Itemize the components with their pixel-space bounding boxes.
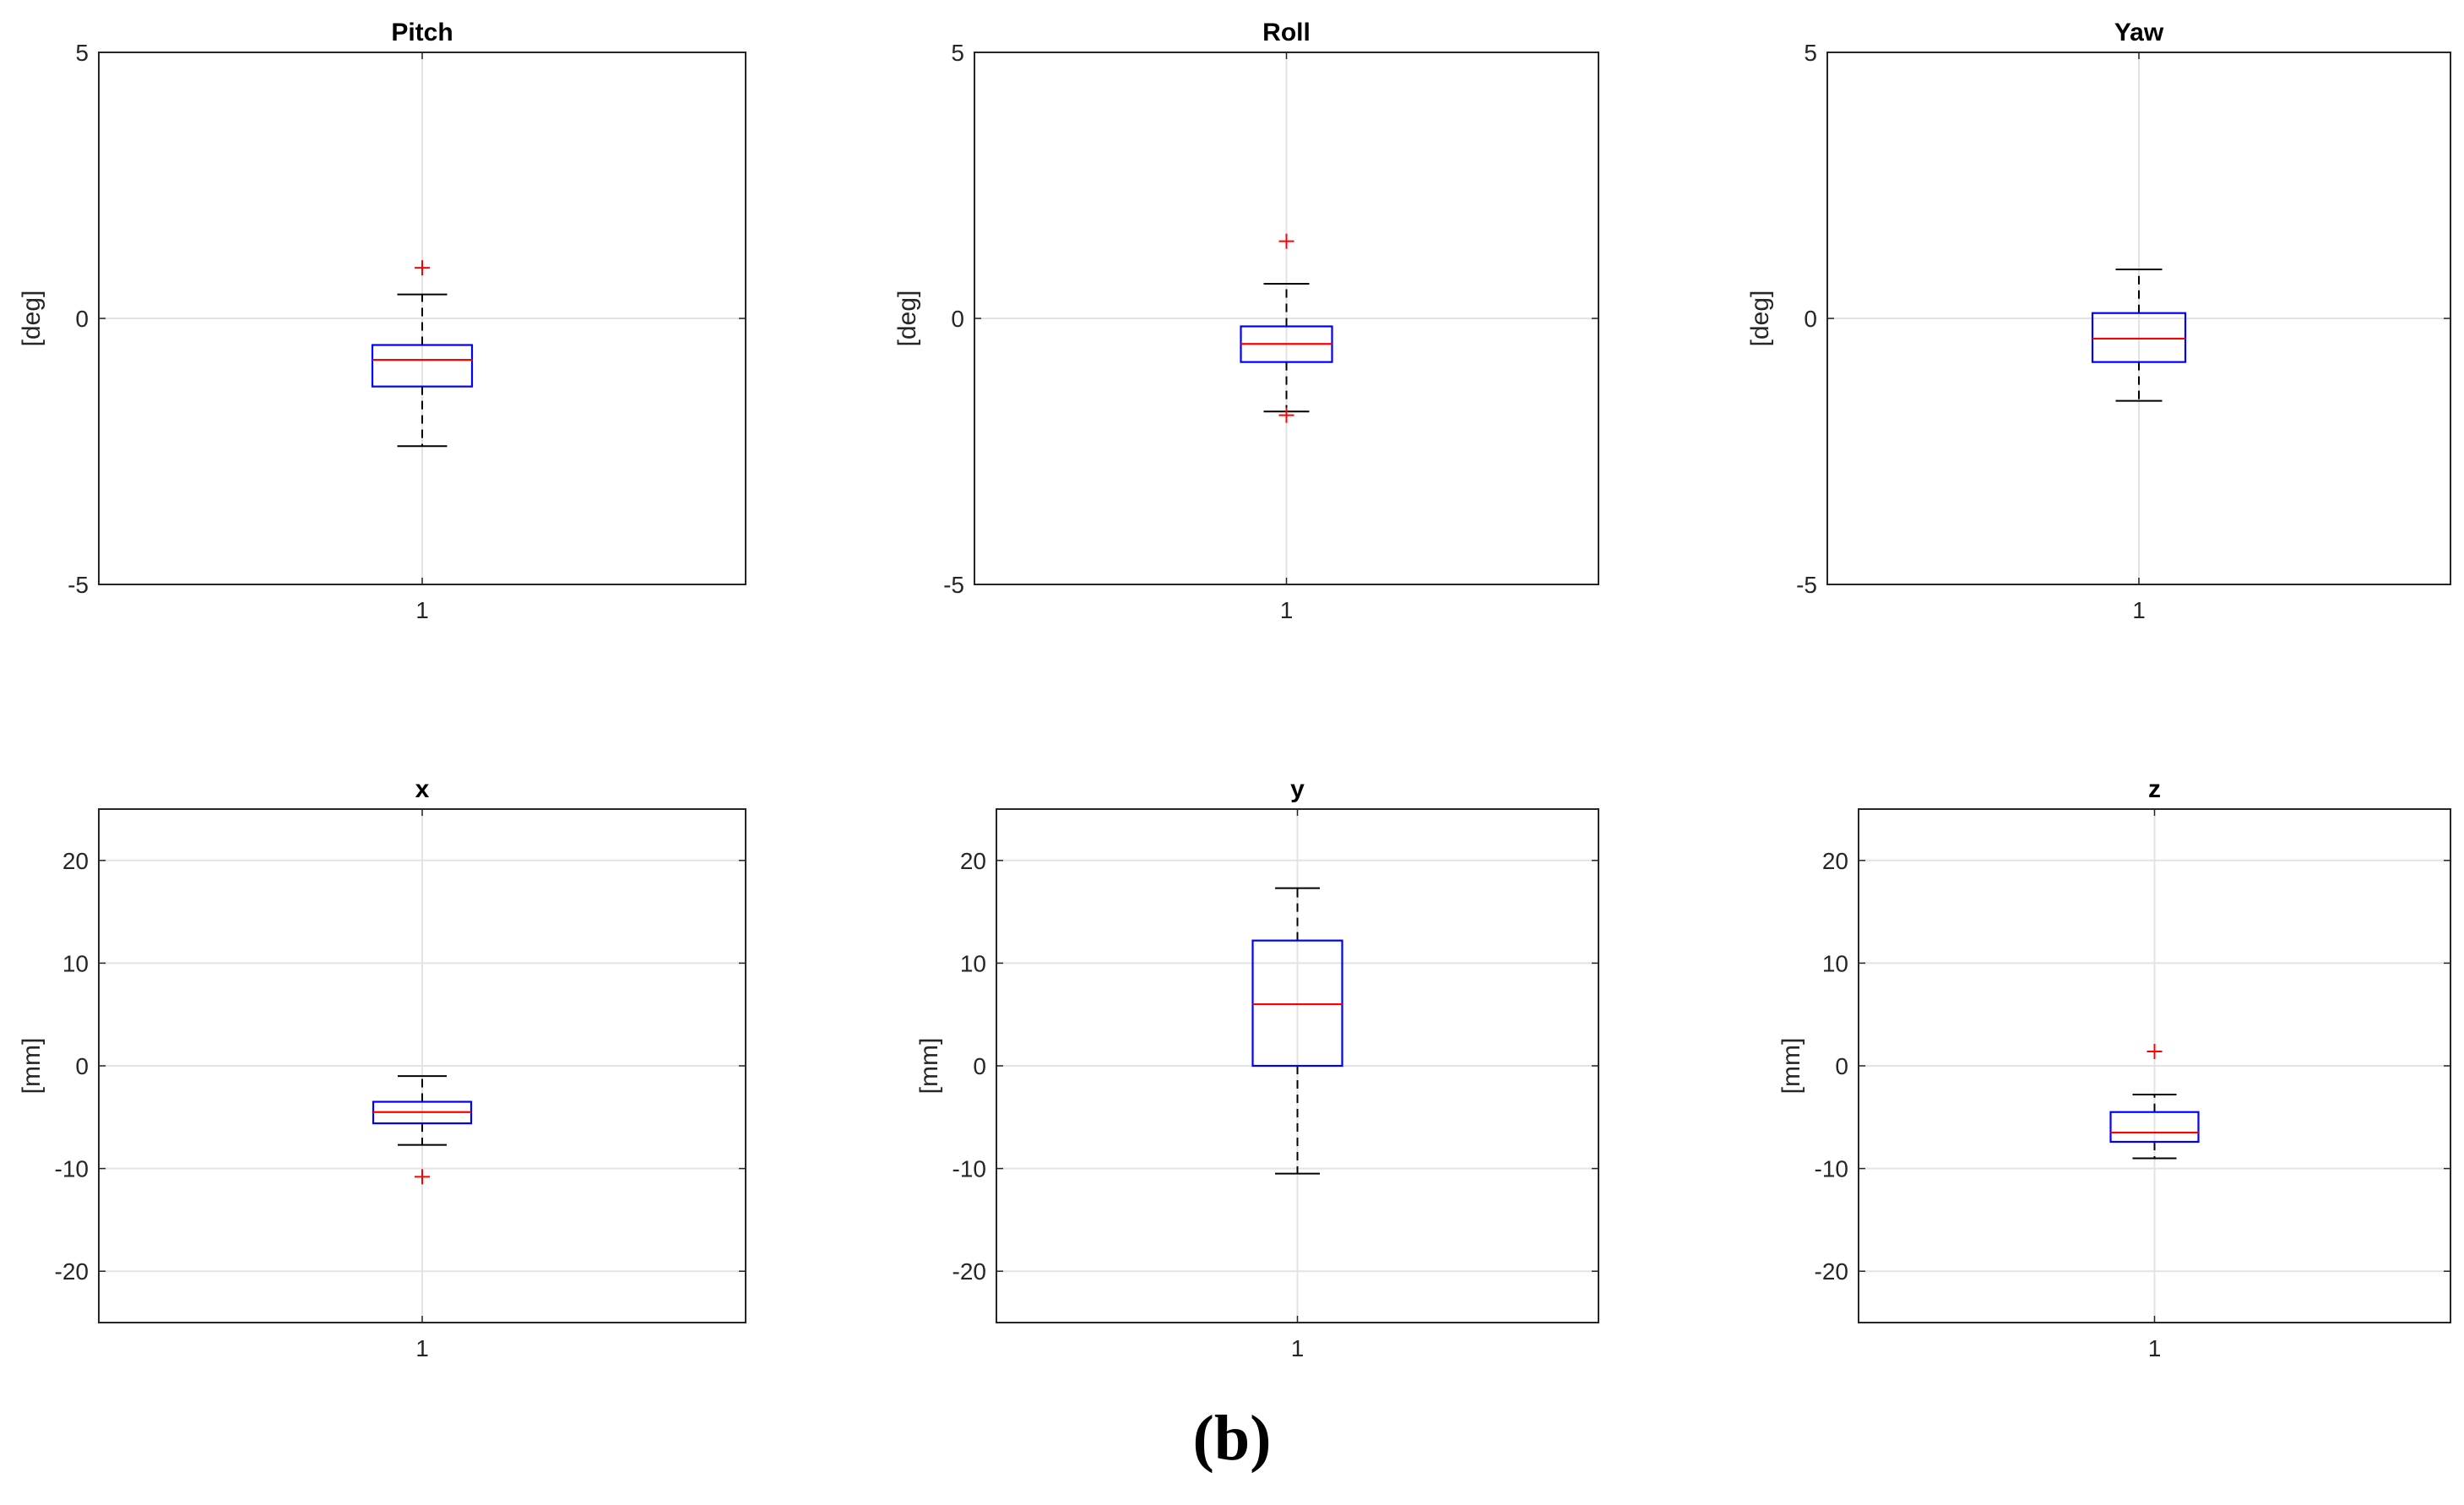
y-tick-label: 0	[75, 1053, 89, 1079]
x-tick-label: 1	[415, 1335, 429, 1361]
subplot-title: x	[415, 775, 430, 803]
y-axis-label: [mm]	[1777, 1038, 1805, 1095]
axes-border	[98, 52, 746, 585]
y-tick-label: -20	[1815, 1258, 1848, 1285]
subplot-title: y	[1290, 775, 1305, 803]
y-axis-label: [mm]	[18, 1038, 46, 1095]
y-tick-label: 20	[1822, 848, 1848, 874]
outlier-marker	[1278, 407, 1294, 423]
y-tick-label: -5	[943, 572, 964, 598]
subplot-y: -20 -10 0 10 20 1 y [mm]	[915, 775, 1599, 1361]
y-axis-label: [mm]	[915, 1038, 943, 1095]
subplot-title: Roll	[1262, 19, 1311, 46]
y-axis-label: [deg]	[1746, 291, 1774, 347]
subplot-Yaw: -5 0 5 1 Yaw [deg]	[1746, 19, 2451, 623]
y-tick-label: -5	[68, 572, 89, 598]
figure-panel-label: (b)	[1192, 1403, 1272, 1474]
y-tick-label: 20	[960, 848, 986, 874]
subplot-title: Yaw	[2114, 19, 2164, 46]
iqr-box	[2091, 312, 2187, 363]
y-tick-label: 0	[973, 1053, 986, 1079]
iqr-box	[1251, 939, 1343, 1068]
y-tick-label: 5	[75, 40, 89, 66]
y-tick-label: -10	[1815, 1156, 1848, 1182]
y-tick-label: -10	[952, 1156, 986, 1182]
y-tick-label: 5	[951, 40, 964, 66]
y-axis-label: [deg]	[18, 291, 46, 347]
y-tick-label: 5	[1804, 40, 1817, 66]
outlier-marker	[1278, 233, 1294, 249]
x-tick-label: 1	[1280, 597, 1294, 623]
y-tick-label: 10	[1822, 950, 1848, 976]
y-axis-label: [deg]	[893, 291, 921, 347]
x-tick-label: 1	[415, 597, 429, 623]
outlier-marker	[2147, 1043, 2163, 1059]
x-tick-label: 1	[2148, 1335, 2162, 1361]
subplot-title: z	[2148, 775, 2161, 803]
axes-border	[1826, 52, 2451, 585]
y-tick-label: -20	[952, 1258, 986, 1285]
subplot-z: -20 -10 0 10 20 1 z [mm]	[1777, 775, 2451, 1361]
axes-border	[98, 808, 746, 1323]
iqr-box	[2109, 1111, 2200, 1144]
axes-border	[974, 52, 1599, 585]
y-tick-label: 20	[62, 848, 89, 874]
x-tick-label: 1	[1291, 1335, 1305, 1361]
y-tick-label: -5	[1796, 572, 1817, 598]
x-tick-label: 1	[2132, 597, 2146, 623]
subplot-Pitch: -5 0 5 1 Pitch [deg]	[18, 19, 746, 623]
axes-border	[1858, 808, 2451, 1323]
axes-border	[996, 808, 1599, 1323]
iqr-box	[371, 344, 474, 388]
outlier-marker	[415, 260, 430, 276]
y-tick-label: -20	[55, 1258, 89, 1285]
subplot-title: Pitch	[391, 19, 453, 46]
y-tick-label: 0	[951, 306, 964, 332]
y-tick-label: 10	[62, 950, 89, 976]
subplot-Roll: -5 0 5 1 Roll [deg]	[893, 19, 1599, 623]
y-tick-label: 0	[1835, 1053, 1848, 1079]
y-tick-label: 0	[1804, 306, 1817, 332]
subplot-x: -20 -10 0 10 20 1 x [mm]	[18, 775, 746, 1361]
y-tick-label: -10	[55, 1156, 89, 1182]
y-tick-label: 10	[960, 950, 986, 976]
outlier-marker	[415, 1169, 430, 1185]
y-tick-label: 0	[75, 306, 89, 332]
